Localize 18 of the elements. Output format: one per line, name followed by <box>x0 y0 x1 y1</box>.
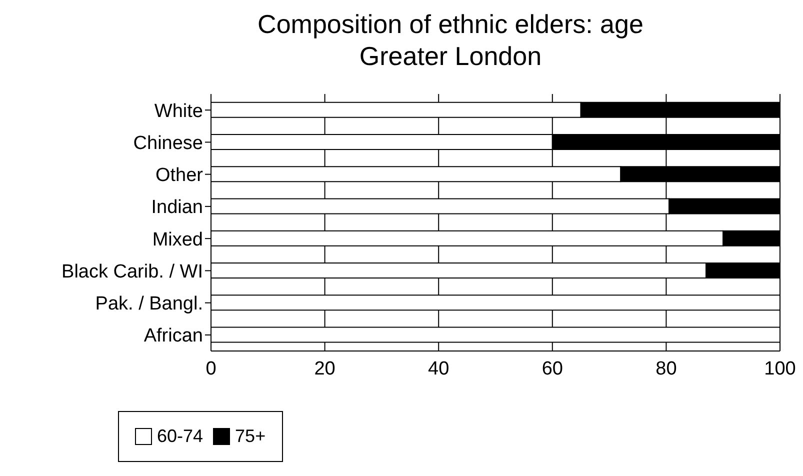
x-tick-label: 0 <box>206 358 216 380</box>
x-tick-label: 100 <box>764 358 796 380</box>
y-tick-label: Black Carib. / WI <box>62 261 203 282</box>
x-tick-label: 20 <box>314 358 336 380</box>
chart-subtitle: Greater London <box>358 40 543 72</box>
legend-label: 75+ <box>235 426 266 447</box>
y-tick-label: Indian <box>151 197 203 218</box>
x-tick-label: 60 <box>542 358 563 380</box>
y-tick-label: Other <box>155 165 204 186</box>
y-tick-label: White <box>154 100 203 122</box>
x-tick-label: 80 <box>656 358 677 380</box>
y-tick-label: African <box>144 326 203 347</box>
x-tick-label: 40 <box>428 358 450 380</box>
chart-title: Composition of ethnic elders: age <box>256 8 644 40</box>
y-tick-label: Pak. / Bangl. <box>95 294 203 315</box>
legend-label: 60-74 <box>157 426 204 447</box>
y-tick-label: Chinese <box>133 132 203 154</box>
y-tick-label: Mixed <box>152 229 203 250</box>
